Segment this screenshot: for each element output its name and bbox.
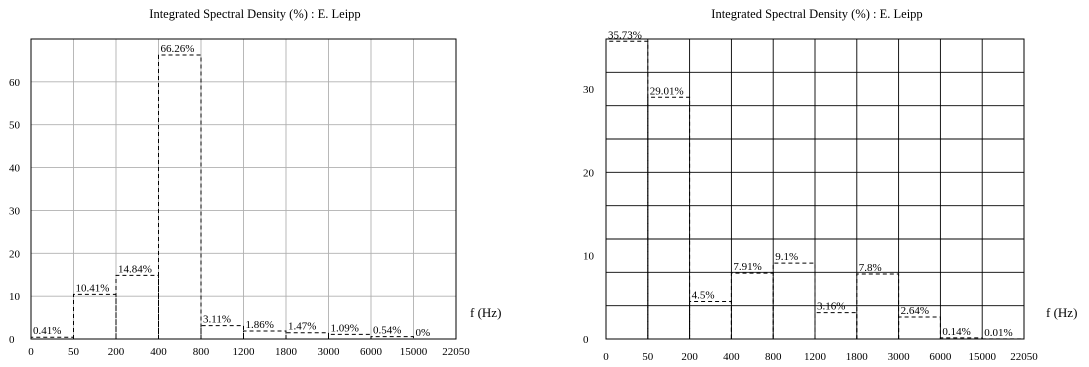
x-tick-label: 22050 <box>1010 351 1038 363</box>
x-tick-label: 200 <box>108 346 125 358</box>
bar <box>605 40 649 339</box>
y-tick-label: 30 <box>9 205 21 217</box>
bar <box>814 312 858 339</box>
bar-value-label: 29.01% <box>650 85 684 97</box>
x-tick-label: 400 <box>150 346 167 358</box>
y-tick-label: 10 <box>9 291 21 303</box>
x-tick-label: 3000 <box>318 346 341 358</box>
grid <box>30 38 457 340</box>
x-axis-label: f (Hz) <box>1046 305 1077 320</box>
x-tick-label: 6000 <box>929 351 952 363</box>
x-tick-label: 400 <box>723 351 740 363</box>
x-tick-label: 22050 <box>442 346 470 358</box>
right-chart: Integrated Spectral Density (%) : E. Lei… <box>583 7 1077 363</box>
bar-value-label: 0.41% <box>33 325 61 337</box>
y-tick-label: 20 <box>583 167 595 179</box>
bar-value-label: 0% <box>416 327 431 339</box>
bar <box>898 316 941 339</box>
x-tick-label: 50 <box>68 346 80 358</box>
bar-value-label: 0.54% <box>373 325 401 337</box>
bar <box>730 272 774 339</box>
bar <box>285 332 329 339</box>
y-tick-label: 0 <box>583 334 589 346</box>
x-tick-label: 1200 <box>804 351 827 363</box>
bar <box>856 273 900 339</box>
bar <box>328 333 372 339</box>
bar <box>158 54 202 339</box>
bar-value-label: 66.26% <box>161 43 195 55</box>
x-tick-label: 800 <box>193 346 210 358</box>
y-tick-label: 20 <box>9 248 21 260</box>
bar-value-label: 2.64% <box>901 305 929 317</box>
bar-value-label: 3.11% <box>203 314 231 326</box>
bar <box>200 325 244 339</box>
bar-value-label: 1.09% <box>331 322 359 334</box>
y-tick-label: 50 <box>9 120 21 132</box>
bar-value-label: 10.41% <box>76 282 110 294</box>
bar <box>370 336 414 339</box>
x-tick-label: 1800 <box>846 351 869 363</box>
bar-value-label: 9.1% <box>775 251 798 263</box>
x-tick-label: 200 <box>681 351 698 363</box>
chart-title: Integrated Spectral Density (%) : E. Lei… <box>711 7 922 21</box>
bar <box>689 301 732 339</box>
bar <box>939 337 983 339</box>
x-tick-label: 1200 <box>233 346 256 358</box>
bar-value-label: 7.91% <box>733 261 761 273</box>
y-tick-label: 10 <box>583 251 595 263</box>
bar-value-label: 4.5% <box>692 290 715 302</box>
x-tick-label: 3000 <box>888 351 911 363</box>
x-tick-label: 800 <box>765 351 782 363</box>
bar <box>647 96 691 339</box>
bar-value-label: 7.8% <box>859 262 882 274</box>
x-tick-label: 6000 <box>360 346 383 358</box>
x-tick-label: 0 <box>28 346 34 358</box>
x-tick-label: 15000 <box>968 351 996 363</box>
x-tick-label: 15000 <box>400 346 428 358</box>
bar-value-label: 35.73% <box>608 29 642 41</box>
x-tick-label: 50 <box>642 351 654 363</box>
bar <box>772 262 816 339</box>
x-tick-label: 1800 <box>275 346 298 358</box>
bar-value-label: 14.84% <box>118 263 152 275</box>
chart-title: Integrated Spectral Density (%) : E. Lei… <box>149 7 360 21</box>
bar-value-label: 1.47% <box>288 321 316 333</box>
x-axis-label: f (Hz) <box>470 305 501 320</box>
y-tick-label: 0 <box>9 334 15 346</box>
bar <box>73 293 117 339</box>
x-tick-label: 0 <box>603 351 609 363</box>
y-tick-label: 30 <box>583 84 595 96</box>
bar <box>115 274 159 339</box>
y-tick-label: 40 <box>9 163 21 175</box>
y-tick-label: 60 <box>9 77 21 89</box>
bar-value-label: 0.14% <box>942 326 970 338</box>
bar-value-label: 1.86% <box>246 319 274 331</box>
bar-value-label: 0.01% <box>984 327 1012 339</box>
bar <box>243 330 287 339</box>
bar-value-label: 3.16% <box>817 301 845 313</box>
left-chart: Integrated Spectral Density (%) : E. Lei… <box>9 7 501 358</box>
